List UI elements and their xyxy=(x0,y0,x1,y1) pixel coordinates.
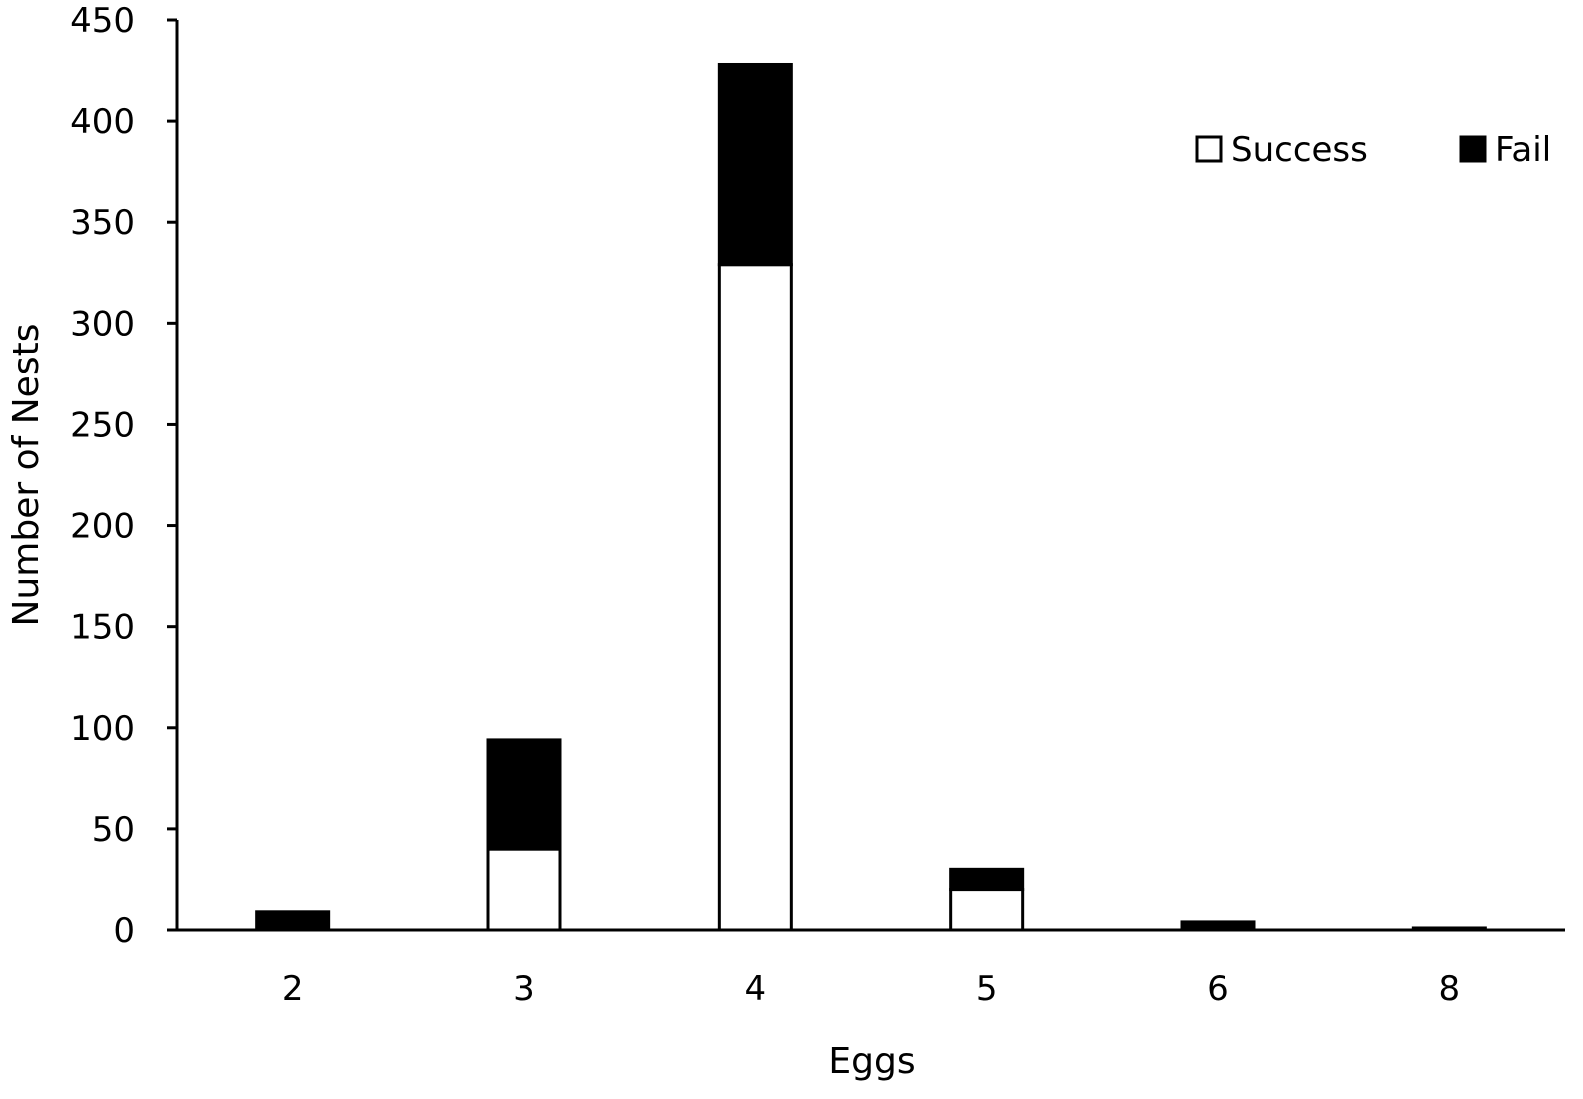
y-tick-label: 100 xyxy=(70,709,135,749)
y-tick-label: 200 xyxy=(70,507,135,547)
bar-fail-3 xyxy=(486,738,562,851)
x-tick-label: 3 xyxy=(513,969,535,1009)
y-tick-label: 150 xyxy=(70,608,135,648)
y-tick-label: 350 xyxy=(70,203,135,243)
y-tick-label: 50 xyxy=(92,810,135,850)
x-tick-label: 5 xyxy=(976,969,998,1009)
x-tick-label: 8 xyxy=(1439,969,1461,1009)
y-tick-label: 300 xyxy=(70,304,135,344)
bar-fail-5 xyxy=(949,867,1025,892)
legend-swatch-fail xyxy=(1459,135,1487,163)
legend: Success Fail xyxy=(1195,130,1551,170)
y-axis-label: Number of Nests xyxy=(6,324,47,627)
x-ticks: 2 3 4 5 6 8 xyxy=(282,969,1460,1009)
y-ticks: 0 50 100 150 200 250 300 350 400 450 xyxy=(70,1,177,951)
bar-success-5 xyxy=(949,888,1025,932)
y-tick-label: 400 xyxy=(70,102,135,142)
legend-label-success: Success xyxy=(1231,130,1368,170)
bar-fail-2 xyxy=(255,910,331,932)
bar-success-3 xyxy=(486,847,562,932)
bar-success-4 xyxy=(717,263,793,932)
y-tick-label: 250 xyxy=(70,405,135,445)
legend-label-fail: Fail xyxy=(1495,130,1551,170)
y-tick-label: 450 xyxy=(70,1,135,41)
x-axis-label: Eggs xyxy=(828,1041,915,1082)
axes xyxy=(175,20,1565,932)
x-tick-label: 2 xyxy=(282,969,304,1009)
bar-fail-4 xyxy=(717,62,793,267)
x-tick-label: 6 xyxy=(1207,969,1229,1009)
x-tick-label: 4 xyxy=(745,969,767,1009)
legend-swatch-success xyxy=(1195,135,1223,163)
y-tick-label: 0 xyxy=(113,911,135,951)
bars xyxy=(255,62,1487,932)
